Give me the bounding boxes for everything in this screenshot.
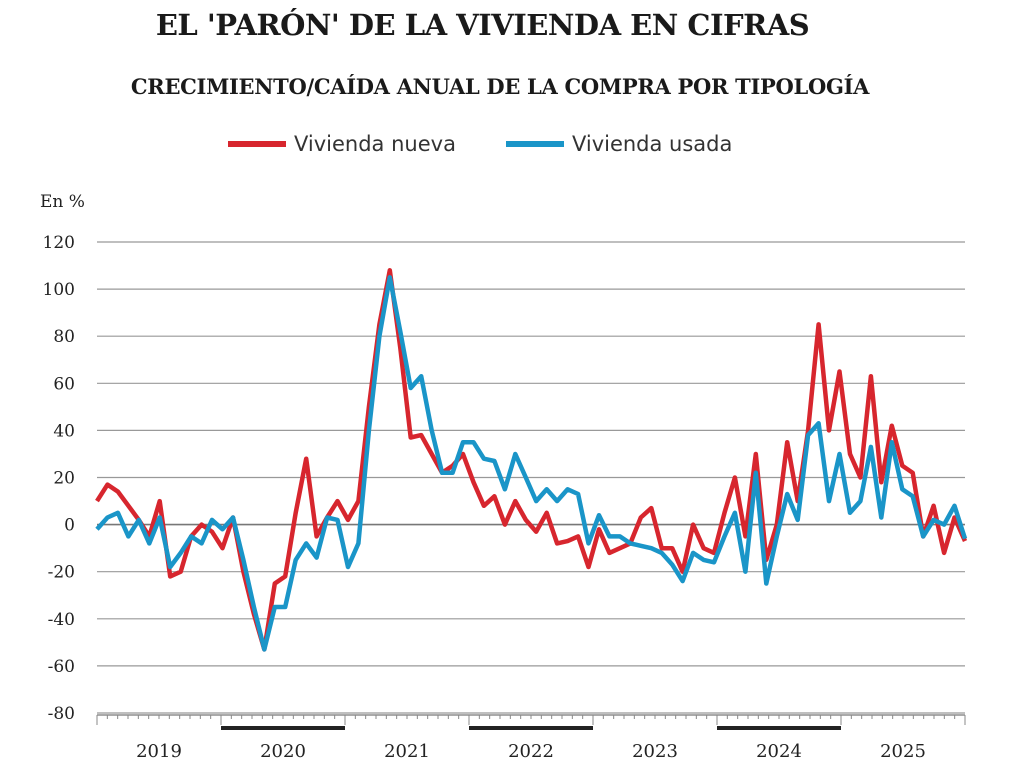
y-tick-label: -20 bbox=[48, 563, 75, 583]
legend-item-nueva: Vivienda nueva bbox=[228, 132, 456, 156]
x-tick-label: 2021 bbox=[384, 741, 430, 762]
series-line-vivienda-usada bbox=[95, 275, 968, 652]
y-tick-label: 60 bbox=[53, 374, 75, 394]
y-tick-label: -40 bbox=[48, 610, 75, 630]
x-tick-label: 2025 bbox=[880, 741, 926, 762]
legend: Vivienda nueva Vivienda usada bbox=[228, 132, 732, 156]
legend-label-nueva: Vivienda nueva bbox=[294, 132, 456, 156]
year-band bbox=[717, 726, 841, 730]
y-tick-label: 120 bbox=[43, 233, 75, 253]
x-tick-label: 2023 bbox=[632, 741, 678, 762]
chart-title: EL 'PARÓN' DE LA VIVIENDA EN CIFRAS bbox=[155, 8, 810, 42]
y-tick-label: 100 bbox=[43, 280, 75, 300]
series-line-vivienda-nueva bbox=[95, 268, 968, 652]
x-tick-label: 2020 bbox=[260, 741, 306, 762]
y-tick-label: 80 bbox=[53, 327, 75, 347]
legend-item-usada: Vivienda usada bbox=[505, 132, 733, 156]
y-tick-label: -80 bbox=[48, 704, 75, 724]
y-tick-label: 0 bbox=[64, 516, 75, 536]
x-tick-label: 2019 bbox=[136, 741, 182, 762]
x-tick-label: 2022 bbox=[508, 741, 554, 762]
year-band bbox=[469, 726, 593, 730]
chart-subtitle: CRECIMIENTO/CAÍDA ANUAL DE LA COMPRA POR… bbox=[130, 74, 870, 99]
y-axis-label: En % bbox=[40, 192, 85, 212]
legend-swatch-nueva bbox=[228, 141, 286, 147]
legend-label-usada: Vivienda usada bbox=[571, 132, 733, 156]
y-tick-label: 40 bbox=[53, 421, 75, 441]
y-tick-label: 20 bbox=[53, 469, 75, 489]
y-tick-label: -60 bbox=[48, 657, 75, 677]
x-tick-label: 2024 bbox=[756, 741, 802, 762]
legend-swatch-usada bbox=[505, 141, 564, 147]
year-band bbox=[221, 726, 345, 730]
